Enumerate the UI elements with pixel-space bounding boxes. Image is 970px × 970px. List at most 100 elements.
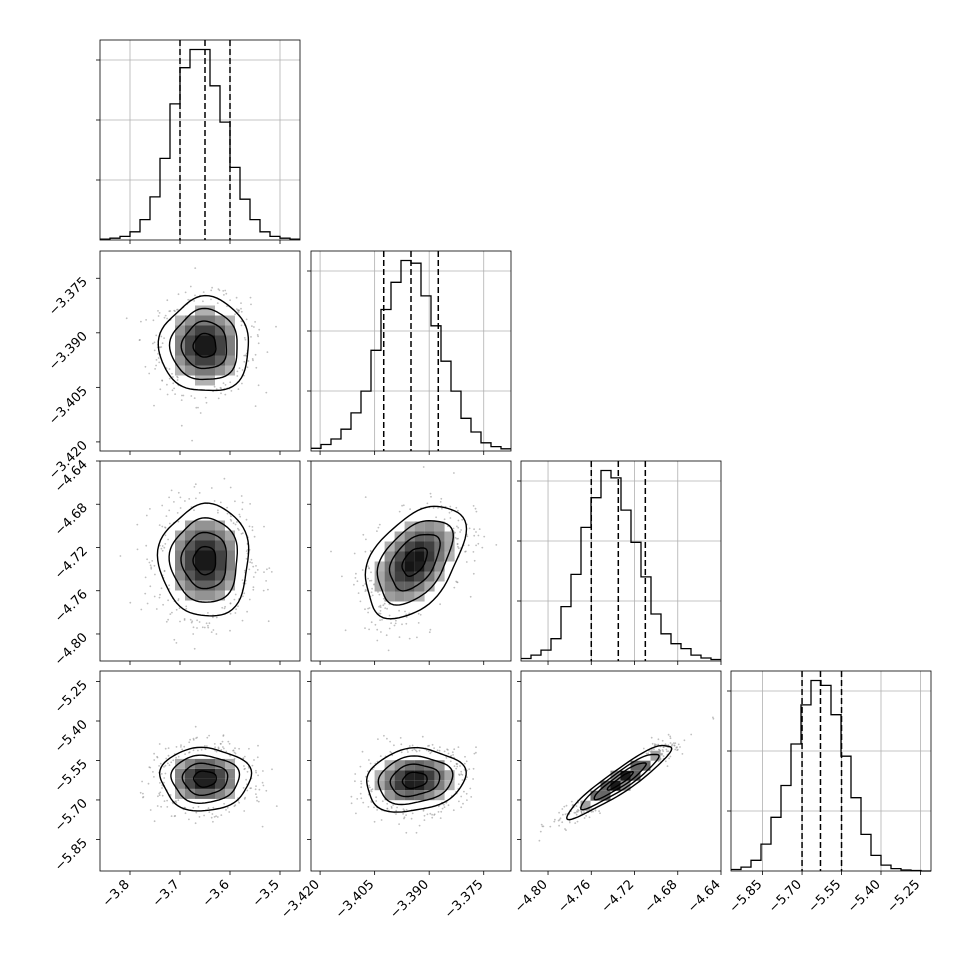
- sample-point: [204, 396, 207, 399]
- density-cell: [650, 750, 661, 761]
- density-cell: [444, 531, 455, 542]
- density-cell: [414, 790, 425, 801]
- sample-point: [245, 550, 248, 552]
- sample-point: [191, 439, 194, 442]
- sample-point: [458, 773, 460, 776]
- sample-point: [465, 792, 468, 795]
- contour-2: [364, 505, 468, 620]
- sample-point: [542, 825, 545, 828]
- sample-point: [158, 743, 161, 745]
- density-cell: [195, 365, 205, 376]
- sample-point: [221, 740, 224, 743]
- density-cell: [175, 550, 185, 561]
- sample-point: [370, 621, 373, 624]
- density-cell: [195, 530, 205, 541]
- sample-point: [439, 501, 442, 503]
- sample-point: [266, 568, 268, 571]
- density-cell: [205, 520, 215, 531]
- sample-point: [415, 831, 418, 834]
- sample-point: [261, 781, 264, 784]
- y-tick-label: −5.55: [52, 757, 91, 796]
- sample-point: [151, 560, 154, 562]
- sample-point: [251, 526, 254, 528]
- sample-point: [370, 571, 372, 574]
- sample-point: [180, 746, 182, 748]
- sample-point: [674, 748, 677, 751]
- sample-point: [459, 531, 461, 533]
- sample-point: [223, 294, 225, 296]
- sample-point: [375, 800, 378, 802]
- sample-point: [359, 792, 362, 795]
- sample-point: [193, 300, 196, 302]
- sample-point: [558, 818, 561, 821]
- sample-point: [473, 752, 476, 755]
- sample-point: [395, 619, 397, 622]
- sample-point: [645, 752, 648, 755]
- sample-point: [216, 302, 219, 304]
- sample-point: [210, 631, 213, 633]
- density-cell: [175, 345, 185, 356]
- sample-point: [651, 742, 654, 745]
- sample-point: [167, 618, 170, 621]
- histogram-step-2: [521, 469, 721, 661]
- sample-point: [204, 745, 206, 747]
- density-cell: [175, 355, 185, 366]
- y-tick-label: −5.25: [52, 678, 91, 717]
- sample-point: [474, 507, 477, 510]
- sample-point: [681, 753, 684, 755]
- sample-point: [236, 521, 238, 523]
- sample-point: [265, 580, 267, 582]
- sample-point: [465, 760, 468, 763]
- sample-point: [210, 289, 213, 292]
- sample-point: [236, 375, 239, 377]
- sample-point: [450, 754, 453, 757]
- density-cell: [394, 780, 405, 791]
- sample-point: [208, 811, 211, 813]
- density-cell: [384, 770, 395, 781]
- sample-point: [153, 595, 156, 598]
- density-cell: [434, 521, 445, 532]
- sample-point: [160, 587, 163, 590]
- x-tick-label: −4.76: [555, 877, 594, 916]
- density-cell: [434, 760, 445, 771]
- sample-point: [163, 781, 165, 784]
- density-cell: [424, 581, 435, 592]
- contour-1.5: [168, 307, 238, 381]
- sample-point: [217, 746, 220, 749]
- sample-point: [431, 813, 433, 816]
- sample-point: [353, 552, 356, 555]
- sample-point: [258, 328, 261, 331]
- sample-point: [153, 404, 155, 407]
- sample-point: [255, 793, 257, 795]
- sample-point: [228, 811, 231, 813]
- sample-point: [170, 489, 173, 492]
- x-tick-label: −3.7: [150, 877, 183, 910]
- sample-point: [462, 802, 464, 805]
- sample-point: [453, 765, 456, 768]
- sample-point: [180, 424, 183, 427]
- sample-point: [142, 792, 144, 795]
- sample-point: [192, 806, 195, 809]
- density-cell: [205, 570, 215, 581]
- sample-point: [427, 745, 429, 747]
- sample-point: [369, 579, 371, 582]
- sample-point: [237, 309, 239, 312]
- sample-point: [243, 592, 246, 595]
- sample-point: [389, 750, 392, 753]
- x-tick-label: −4.64: [685, 877, 724, 916]
- sample-point: [439, 603, 441, 606]
- sample-point: [690, 733, 693, 736]
- sample-point: [344, 629, 347, 632]
- density-cell: [414, 551, 425, 562]
- density-cell: [444, 770, 455, 781]
- sample-point: [475, 544, 477, 547]
- density-cell: [394, 581, 405, 592]
- sample-point: [383, 734, 385, 737]
- sample-point: [375, 796, 377, 799]
- sample-point: [167, 599, 170, 602]
- sample-point: [243, 354, 246, 357]
- density-cell: [185, 345, 195, 356]
- sample-point: [213, 385, 216, 388]
- sample-point: [472, 572, 475, 575]
- density-cell: [225, 345, 235, 356]
